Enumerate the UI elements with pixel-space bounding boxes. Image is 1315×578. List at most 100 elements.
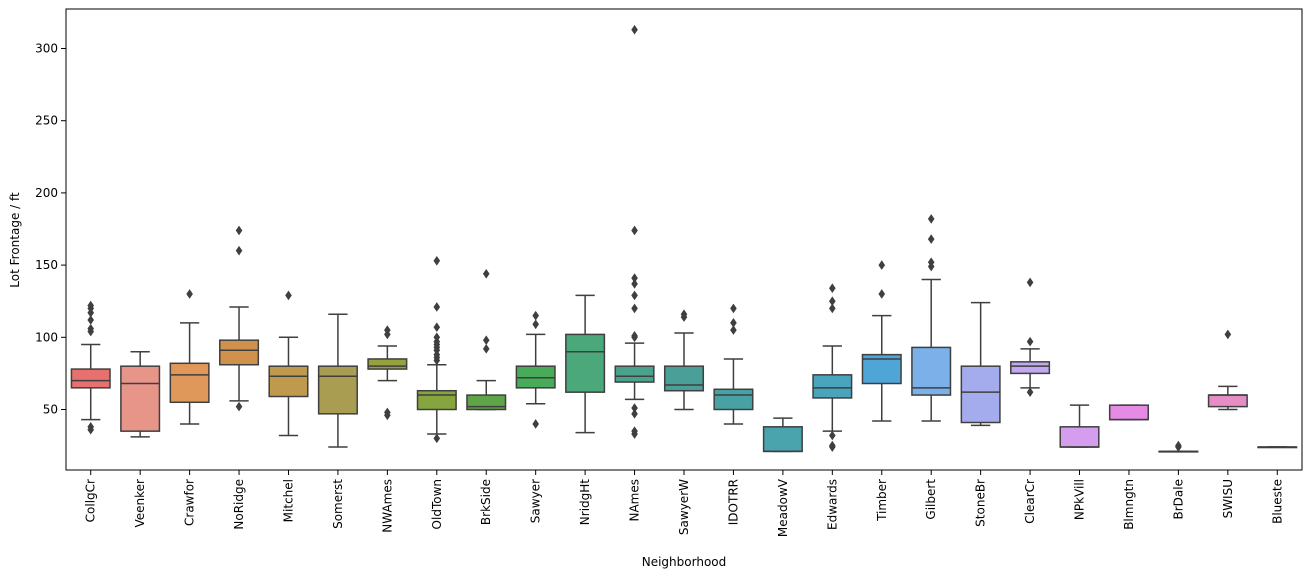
box-edwards [812, 283, 853, 452]
box-idotrr [713, 303, 754, 425]
x-tick-label: NPkVill [1073, 479, 1087, 520]
iqr-box [1207, 394, 1248, 408]
outlier-point [829, 296, 836, 306]
box-noridge [219, 225, 260, 412]
outlier-point [285, 290, 292, 301]
plot-area [70, 24, 1298, 453]
box-veenker [120, 350, 161, 438]
outlier-point [730, 303, 737, 314]
iqr-box [812, 374, 853, 399]
outlier-point [829, 440, 836, 451]
iqr-box [219, 339, 260, 366]
box-mitchel [268, 290, 309, 437]
x-tick-label: ClearCr [1023, 479, 1037, 524]
outlier-point [433, 433, 441, 444]
outlier-point [433, 255, 441, 266]
outlier-point [482, 344, 490, 354]
outlier-point [87, 315, 95, 325]
outlier-point [631, 331, 638, 341]
x-tick-label: BrkSide [479, 479, 493, 525]
outlier-point [384, 407, 391, 418]
y-axis-label: Lot Frontage / ft [8, 192, 22, 288]
outlier-point [1175, 440, 1182, 451]
outlier-point [384, 325, 391, 335]
box-timber [861, 260, 902, 422]
box-nridght [565, 294, 606, 434]
x-tick-label: NridgHt [578, 479, 592, 526]
iqr-box [169, 362, 210, 404]
outlier-point [631, 225, 638, 236]
y-tick-label: 200 [35, 186, 58, 200]
box-npkvill [1059, 404, 1100, 448]
iqr-box [268, 365, 309, 398]
box-swisu [1207, 329, 1248, 411]
box-meadowv [762, 417, 803, 453]
box-blmngtn [1108, 404, 1149, 421]
iqr-box [960, 365, 1001, 424]
x-tick-label: MeadowV [776, 478, 790, 537]
outlier-point [87, 422, 95, 432]
outlier-point [532, 310, 539, 321]
y-tick-label: 300 [35, 42, 58, 56]
x-tick-label: BrDale [1171, 479, 1185, 519]
outlier-point [1026, 387, 1034, 397]
outlier-point [829, 283, 836, 294]
x-tick-label: StoneBr [974, 479, 988, 527]
y-tick-label: 100 [35, 330, 58, 344]
iqr-box [713, 388, 754, 411]
iqr-box [1010, 361, 1051, 375]
box-oldtown [416, 255, 457, 444]
outlier-point [532, 319, 539, 330]
y-axis: 50 100 150 200 250 300 [35, 42, 66, 417]
outlier-point [829, 303, 836, 314]
box-nwames [367, 325, 408, 421]
box-brkside [466, 268, 507, 411]
iqr-box [614, 365, 655, 383]
outlier-point [482, 335, 490, 345]
outlier-point [631, 403, 638, 413]
box-names [614, 24, 655, 439]
outlier-point [680, 309, 688, 319]
outlier-point [631, 409, 638, 419]
x-tick-label: Blmngtn [1122, 479, 1136, 530]
outlier-point [829, 430, 836, 441]
outlier-point [1026, 277, 1034, 288]
outlier-point [87, 323, 95, 334]
x-tick-label: NAmes [628, 479, 642, 522]
box-clearcr [1010, 277, 1051, 397]
x-tick-label: NoRidge [232, 479, 246, 530]
outlier-point [631, 24, 638, 35]
outlier-point [730, 325, 737, 335]
iqr-box [1108, 404, 1149, 421]
iqr-box [663, 365, 705, 392]
x-tick-label: NWAmes [380, 479, 394, 533]
outlier-point [235, 225, 243, 236]
outlier-point [927, 214, 935, 224]
x-tick-label: CollgCr [84, 479, 98, 522]
iqr-box [367, 358, 408, 370]
iqr-box [70, 368, 111, 389]
x-tick-label: Crawfor [183, 479, 197, 526]
outlier-point [482, 268, 490, 279]
y-tick-label: 50 [43, 403, 58, 417]
x-axis-label: Neighborhood [642, 555, 727, 569]
iqr-box [1059, 426, 1100, 448]
outlier-point [532, 419, 539, 429]
outlier-point [878, 260, 886, 270]
iqr-box [416, 389, 457, 411]
outlier-point [631, 426, 638, 436]
outlier-point [433, 322, 441, 332]
x-tick-label: Somerst [331, 479, 345, 529]
outlier-point [631, 303, 638, 314]
x-tick-label: OldTown [430, 479, 444, 529]
y-tick-label: 250 [35, 114, 58, 128]
box-crawfor [169, 289, 210, 425]
outlier-point [927, 234, 935, 244]
outlier-point [1224, 329, 1232, 340]
outlier-point [878, 289, 886, 299]
outlier-point [87, 300, 95, 311]
x-tick-label: IDOTRR [726, 479, 740, 525]
outlier-point [1026, 336, 1034, 347]
x-tick-label: SWISU [1221, 479, 1235, 518]
